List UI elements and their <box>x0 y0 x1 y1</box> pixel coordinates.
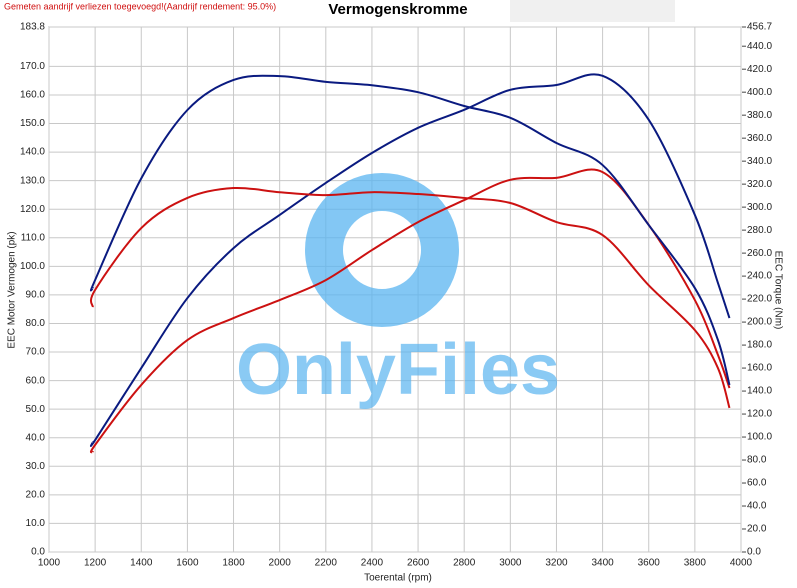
chart-title: Vermogenskromme <box>328 1 467 18</box>
y2-tick-label: 140.0 <box>747 386 772 397</box>
y-tick-label: 170.0 <box>20 61 45 72</box>
y-tick-label: 70.0 <box>26 347 46 358</box>
y2-tick-label: 420.0 <box>747 64 772 75</box>
x-tick-label: 2800 <box>453 558 476 569</box>
y2-tick-label: 0.0 <box>747 547 761 558</box>
y-tick-label: 150.0 <box>20 118 45 129</box>
header-box <box>510 0 675 22</box>
y2-tick-label: 180.0 <box>747 340 772 351</box>
x-tick-label: 2000 <box>269 558 292 569</box>
x-tick-label: 3400 <box>591 558 614 569</box>
y2-tick-label: 440.0 <box>747 41 772 52</box>
y2-tick-label: 300.0 <box>747 202 772 213</box>
y2-tick-label: 400.0 <box>747 87 772 98</box>
x-tick-label: 1800 <box>222 558 245 569</box>
y-tick-label: 30.0 <box>26 461 46 472</box>
series-line <box>89 186 731 409</box>
x-tick-label: 1400 <box>130 558 153 569</box>
y2-tick-label: 60.0 <box>747 478 767 489</box>
y2-tick-label: 220.0 <box>747 294 772 305</box>
y2-tick-label: 160.0 <box>747 363 772 374</box>
x-tick-label: 2600 <box>407 558 430 569</box>
y-tick-label: 60.0 <box>26 375 46 386</box>
y-tick-label: 0.0 <box>31 547 45 558</box>
y2-tick-label: 120.0 <box>747 409 772 420</box>
y2-axis-label: EEC Torque (Nm) <box>772 251 783 330</box>
series-line <box>89 168 731 454</box>
y2-tick-label: 380.0 <box>747 110 772 121</box>
y2-tick-label: 280.0 <box>747 225 772 236</box>
y-tick-label: 100.0 <box>20 261 45 272</box>
x-tick-label: 1600 <box>176 558 199 569</box>
y-tick-label: 90.0 <box>26 290 46 301</box>
y2-tick-label: 80.0 <box>747 455 767 466</box>
y2-tick-label: 456.7 <box>747 22 772 33</box>
y-tick-label: 183.8 <box>20 22 45 33</box>
x-tick-label: 2400 <box>361 558 384 569</box>
x-tick-label: 3800 <box>684 558 707 569</box>
note: Gemeten aandrijf verliezen toegevoegd!(A… <box>4 1 276 11</box>
series-line <box>89 73 731 447</box>
y-axis-label: EEC Motor Vermogen (pk) <box>7 231 18 348</box>
series-line <box>89 74 731 386</box>
y2-tick-label: 260.0 <box>747 248 772 259</box>
x-tick-label: 1000 <box>38 558 61 569</box>
y-tick-label: 80.0 <box>26 318 46 329</box>
y2-tick-label: 40.0 <box>747 501 767 512</box>
y-tick-label: 10.0 <box>26 518 46 529</box>
y2-tick-label: 360.0 <box>747 133 772 144</box>
x-tick-label: 4000 <box>730 558 753 569</box>
y2-tick-label: 320.0 <box>747 179 772 190</box>
y2-tick-label: 340.0 <box>747 156 772 167</box>
x-tick-label: 2200 <box>315 558 338 569</box>
y-tick-label: 110.0 <box>21 232 46 243</box>
y-tick-label: 160.0 <box>20 90 45 101</box>
y-tick-label: 140.0 <box>20 147 45 158</box>
y2-tick-label: 20.0 <box>747 524 767 535</box>
y2-tick-label: 100.0 <box>747 432 772 443</box>
x-tick-label: 1200 <box>84 558 107 569</box>
y-tick-label: 130.0 <box>20 175 45 186</box>
x-tick-label: 3000 <box>499 558 522 569</box>
y-tick-label: 20.0 <box>26 490 46 501</box>
y-tick-label: 50.0 <box>26 404 46 415</box>
watermark: OnlyFiles <box>236 330 560 410</box>
y-tick-label: 120.0 <box>20 204 45 215</box>
y2-tick-label: 240.0 <box>747 271 772 282</box>
y2-tick-label: 200.0 <box>747 317 772 328</box>
y-tick-label: 40.0 <box>26 432 46 443</box>
x-tick-label: 3600 <box>638 558 661 569</box>
x-tick-label: 3200 <box>545 558 568 569</box>
x-axis-label: Toerental (rpm) <box>364 573 432 584</box>
